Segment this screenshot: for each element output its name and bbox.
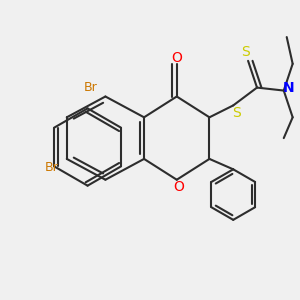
Text: S: S (232, 106, 241, 120)
Text: Br: Br (84, 81, 98, 94)
Text: O: O (173, 180, 184, 194)
Text: N: N (282, 81, 294, 94)
Text: O: O (171, 51, 182, 65)
Text: S: S (241, 45, 250, 59)
Text: Br: Br (45, 161, 59, 174)
